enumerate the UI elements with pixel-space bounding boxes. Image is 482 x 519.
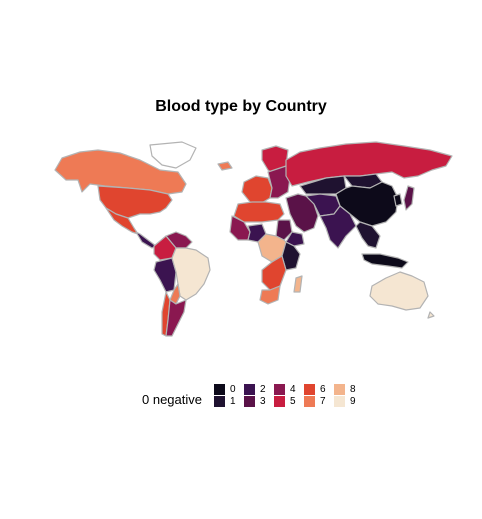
legend-swatch-7 <box>304 396 315 407</box>
legend-label-1: 1 <box>230 396 236 407</box>
legend-swatch-8 <box>334 384 345 395</box>
legend-swatch-5 <box>274 396 285 407</box>
legend-label-2: 2 <box>260 384 266 395</box>
region-sudan <box>275 219 293 241</box>
legend-title: 0 negative <box>142 392 202 407</box>
region-australia <box>369 271 429 311</box>
legend-label-6: 6 <box>320 384 326 395</box>
legend-label-7: 7 <box>320 396 326 407</box>
legend-label-4: 4 <box>290 384 296 395</box>
legend-swatch-4 <box>274 384 285 395</box>
legend-label-8: 8 <box>350 384 356 395</box>
region-greenland <box>149 141 197 169</box>
region-middle-east <box>285 193 319 233</box>
region-southeast-asia <box>355 221 381 249</box>
region-peru <box>153 257 177 293</box>
legend-label-0: 0 <box>230 384 236 395</box>
legend-swatch-6 <box>304 384 315 395</box>
region-central-america <box>135 231 157 249</box>
region-india <box>319 205 357 249</box>
legend-swatch-1 <box>214 396 225 407</box>
region-ethiopia <box>285 231 305 247</box>
region-bolivia <box>169 283 181 305</box>
legend-label-3: 3 <box>260 396 266 407</box>
region-argentina <box>165 299 187 337</box>
region-canada <box>54 149 187 195</box>
legend-swatch-3 <box>244 396 255 407</box>
region-russia <box>285 141 453 187</box>
region-north-africa <box>233 201 285 223</box>
legend-swatch-2 <box>244 384 255 395</box>
region-western-europe <box>241 175 273 205</box>
map-title: Blood type by Country <box>155 98 327 115</box>
region-japan <box>403 185 415 211</box>
legend-label-5: 5 <box>290 396 296 407</box>
legend-label-9: 9 <box>350 396 356 407</box>
region-madagascar <box>293 275 303 293</box>
region-korea <box>393 193 403 207</box>
region-south-africa <box>259 285 281 305</box>
region-iceland <box>217 161 233 171</box>
region-southern-africa <box>261 255 287 291</box>
legend-swatch-0 <box>214 384 225 395</box>
legend-swatch-9 <box>334 396 345 407</box>
region-indonesia <box>361 253 409 269</box>
